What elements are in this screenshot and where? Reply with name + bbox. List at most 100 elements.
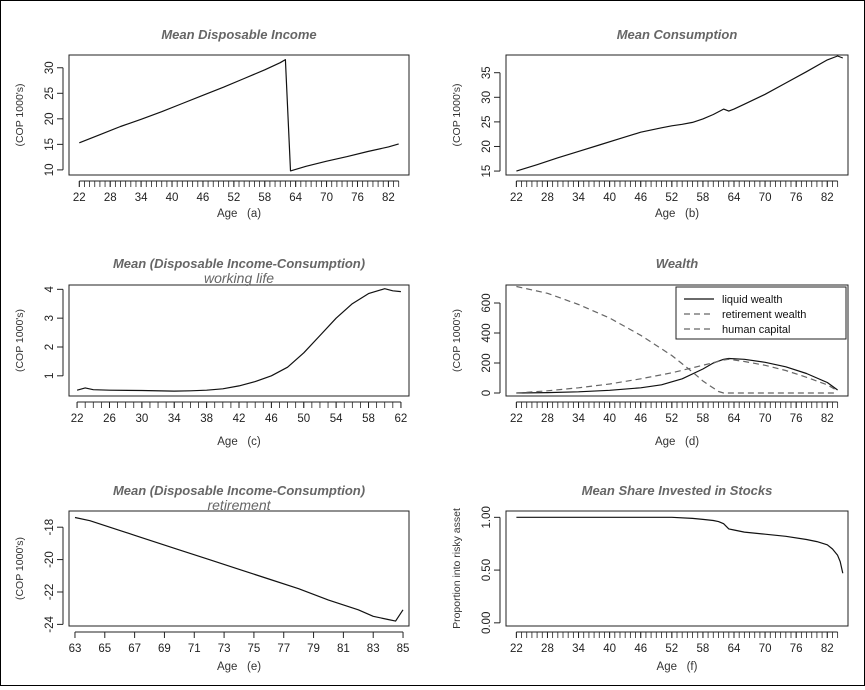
chart-4-legend-label: retirement wealth xyxy=(722,309,806,321)
chart-5-subtitle: retirement xyxy=(207,497,271,513)
chart-4-x-tick-label: 70 xyxy=(759,413,772,425)
chart-3-x-tick-label: 46 xyxy=(265,413,278,425)
chart-6-x-axis-label: Age (f) xyxy=(657,661,698,673)
chart-2-y-tick-label: 20 xyxy=(481,140,493,153)
chart-1-series-1-line xyxy=(79,58,399,172)
chart-panel-2: Mean Consumption 22 28 34 40 46 52 58 64 70 76 82 Ag… xyxy=(451,27,849,220)
chart-3-x-tick-label: 26 xyxy=(103,413,116,425)
chart-6-x-tick-label: 46 xyxy=(634,643,647,655)
chart-4-y-tick-label: 200 xyxy=(481,353,493,372)
chart-4-x-tick-label: 76 xyxy=(790,413,803,425)
chart-1-x-tick-label: 70 xyxy=(320,192,333,204)
chart-4-x-tick-label: 52 xyxy=(665,413,678,425)
chart-5-x-tick-label: 81 xyxy=(337,643,350,655)
chart-3-x-tick-label: 38 xyxy=(200,413,213,425)
chart-3-x-axis-label: Age (c) xyxy=(217,436,261,448)
chart-1-x-tick-label: 82 xyxy=(382,192,395,204)
chart-1-x-tick-label: 46 xyxy=(197,192,210,204)
chart-5-y-tick-label: -22 xyxy=(44,584,56,601)
chart-3-subtitle: working life xyxy=(204,270,274,286)
chart-panel-6: Mean Share Invested in Stocks 22 28 34 40 46 5… xyxy=(451,483,849,673)
chart-5-x-tick-label: 73 xyxy=(218,643,231,655)
chart-2-series-1-line xyxy=(516,55,844,172)
chart-1-y-tick-label: 25 xyxy=(44,87,56,100)
chart-3-title: Mean (Disposable Income-Consumption) xyxy=(113,256,365,271)
chart-4-legend-label: liquid wealth xyxy=(722,294,783,306)
chart-4-y-tick-label: 400 xyxy=(481,323,493,342)
chart-1-x-tick-label: 52 xyxy=(227,192,240,204)
chart-2-x-tick-label: 82 xyxy=(821,192,834,204)
chart-1-y-tick-label: 10 xyxy=(44,163,56,176)
chart-2-x-tick-label: 34 xyxy=(572,192,585,204)
chart-6-x-tick-label: 34 xyxy=(572,643,585,655)
chart-4-y-tick-label: 0 xyxy=(481,390,493,396)
chart-4-y-axis-label: (COP 1000's) xyxy=(451,309,463,372)
chart-1-x-axis-label: Age (a) xyxy=(217,208,261,220)
chart-5-x-tick-label: 77 xyxy=(277,643,290,655)
chart-1-x-tick-label: 76 xyxy=(351,192,364,204)
chart-4-x-tick-label: 58 xyxy=(697,413,710,425)
chart-5-x-tick-label: 79 xyxy=(307,643,320,655)
chart-2-x-tick-label: 76 xyxy=(790,192,803,204)
chart-6-x-tick-label: 28 xyxy=(541,643,554,655)
chart-5-x-tick-label: 71 xyxy=(188,643,201,655)
chart-1-y-tick-label: 20 xyxy=(44,112,56,125)
chart-5-x-tick-label: 69 xyxy=(158,643,171,655)
chart-2-x-axis-label: Age (b) xyxy=(655,208,699,220)
chart-6-x-tick-label: 76 xyxy=(790,643,803,655)
chart-6-series-1-line xyxy=(516,516,844,574)
chart-2-y-tick-label: 25 xyxy=(481,115,493,128)
chart-4-legend-label: human capital xyxy=(722,324,791,336)
chart-1-y-tick-label: 15 xyxy=(44,138,56,151)
chart-2-x-tick-label: 40 xyxy=(603,192,616,204)
chart-1-plot-frame xyxy=(68,54,410,176)
chart-2-x-tick-label: 22 xyxy=(510,192,523,204)
chart-1-title: Mean Disposable Income xyxy=(161,27,316,42)
chart-4-x-tick-label: 28 xyxy=(541,413,554,425)
chart-5-y-tick-label: -18 xyxy=(44,519,56,536)
chart-3-y-tick-label: 1 xyxy=(44,373,56,379)
chart-3-x-tick-label: 30 xyxy=(135,413,148,425)
chart-4-y-tick-label: 600 xyxy=(481,293,493,312)
chart-5-x-tick-label: 85 xyxy=(397,643,410,655)
chart-2-x-tick-label: 58 xyxy=(697,192,710,204)
chart-1-x-tick-label: 22 xyxy=(73,192,86,204)
chart-3-x-tick-label: 58 xyxy=(362,413,375,425)
chart-2-y-axis-label: (COP 1000's) xyxy=(451,83,463,146)
chart-5-x-tick-label: 65 xyxy=(98,643,111,655)
chart-3-y-tick-label: 2 xyxy=(44,344,56,350)
chart-3-y-tick-label: 4 xyxy=(44,286,56,293)
chart-4-x-tick-label: 34 xyxy=(572,413,585,425)
chart-3-y-tick-label: 3 xyxy=(44,315,56,321)
chart-1-x-tick-label: 34 xyxy=(135,192,148,204)
chart-5-y-tick-label: -24 xyxy=(44,615,56,632)
chart-5-y-axis-label: (COP 1000's) xyxy=(14,537,26,600)
chart-6-y-axis-label: Proportion into risky asset xyxy=(451,508,463,629)
chart-4-x-axis-label: Age (d) xyxy=(655,436,699,448)
chart-4-x-tick-label: 46 xyxy=(634,413,647,425)
chart-5-x-tick-label: 75 xyxy=(248,643,261,655)
chart-6-y-tick-label: 1.00 xyxy=(481,506,493,528)
chart-5-x-tick-label: 83 xyxy=(367,643,380,655)
chart-3-x-tick-label: 34 xyxy=(168,413,181,425)
chart-4-x-tick-label: 40 xyxy=(603,413,616,425)
chart-3-x-tick-label: 62 xyxy=(395,413,408,425)
chart-6-x-tick-label: 52 xyxy=(665,643,678,655)
chart-6-x-tick-label: 70 xyxy=(759,643,772,655)
chart-4-series-human-capital-line xyxy=(516,285,838,394)
chart-2-x-tick-label: 46 xyxy=(634,192,647,204)
chart-2-x-tick-label: 64 xyxy=(728,192,741,204)
chart-3-x-tick-label: 54 xyxy=(330,413,343,425)
chart-5-series-1-line xyxy=(74,516,404,622)
chart-4-title: Wealth xyxy=(656,256,698,271)
chart-6-y-tick-label: 0.50 xyxy=(481,559,493,581)
chart-2-y-tick-label: 30 xyxy=(481,91,493,104)
chart-6-title: Mean Share Invested in Stocks xyxy=(582,483,773,498)
chart-3-series-1-line xyxy=(76,288,401,392)
chart-5-plot-frame xyxy=(68,510,410,627)
chart-4-x-tick-label: 22 xyxy=(510,413,523,425)
chart-2-y-tick-label: 15 xyxy=(481,165,493,178)
chart-2-x-tick-label: 28 xyxy=(541,192,554,204)
chart-5-x-tick-label: 67 xyxy=(128,643,141,655)
chart-5-x-axis-label: Age (e) xyxy=(217,661,261,673)
